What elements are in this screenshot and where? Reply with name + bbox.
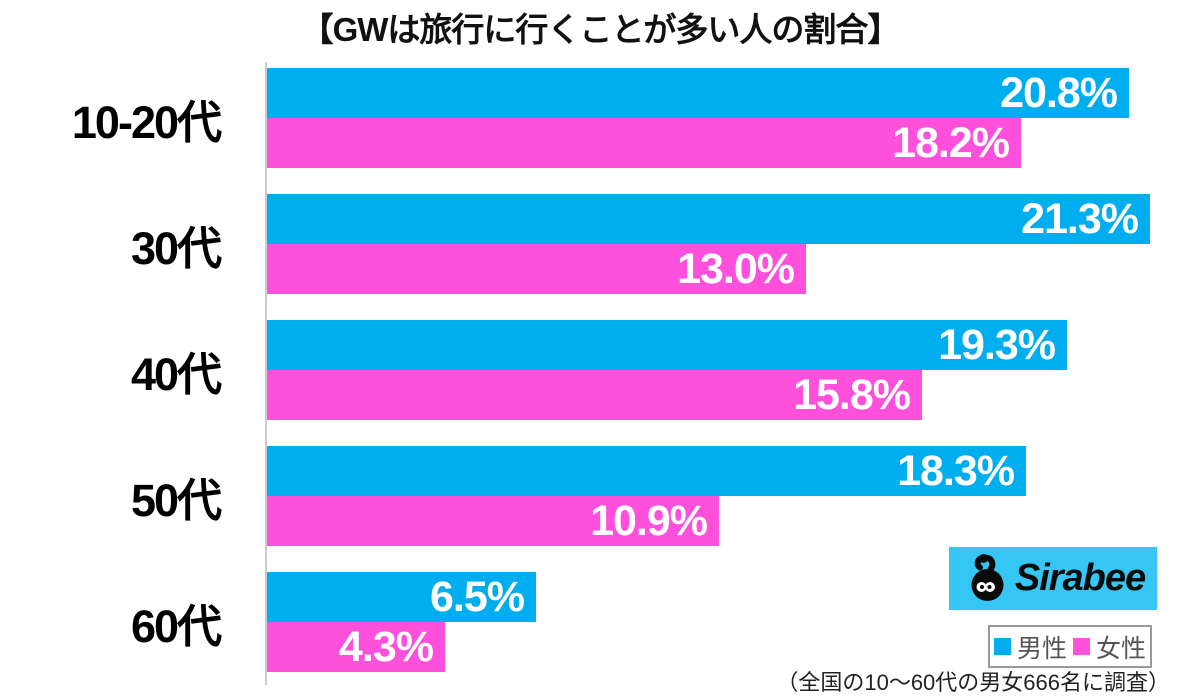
category-label: 40代 <box>130 348 222 400</box>
value-label: 18.3% <box>897 447 1015 495</box>
category-label: 30代 <box>130 222 222 274</box>
footnote: （全国の10〜60代の男女666名に調査） <box>776 670 1170 695</box>
value-label: 13.0% <box>677 245 795 293</box>
value-label: 15.8% <box>793 371 911 419</box>
value-label: 6.5% <box>429 573 525 621</box>
sirabee-logo: Sirabee <box>949 547 1157 610</box>
bar-female: 13.0% <box>267 244 806 294</box>
bar-female: 18.2% <box>267 118 1021 168</box>
legend-label-male: 男性 <box>1016 634 1067 663</box>
bar-male: 20.8% <box>267 68 1129 118</box>
bar-female: 10.9% <box>267 496 719 546</box>
y-axis-line <box>265 62 267 685</box>
value-label: 10.9% <box>590 497 708 545</box>
category-label: 10-20代 <box>71 96 222 148</box>
category-label: 60代 <box>130 600 222 652</box>
bar-male: 6.5% <box>267 572 536 622</box>
sirabee-mascot-icon <box>971 553 1004 601</box>
bar-male: 19.3% <box>267 320 1067 370</box>
legend-label-female: 女性 <box>1096 634 1147 663</box>
chart-title: 【GWは旅行に行くことが多い人の割合】 <box>300 11 901 48</box>
sirabee-logo-text: Sirabee <box>1014 557 1146 599</box>
bar-female: 15.8% <box>267 370 922 420</box>
bar-female: 4.3% <box>267 622 445 672</box>
bar-male: 18.3% <box>267 446 1026 496</box>
category-label: 50代 <box>130 474 222 526</box>
value-label: 19.3% <box>938 321 1056 369</box>
legend-swatch-female <box>1073 638 1090 655</box>
value-label: 18.2% <box>892 119 1010 167</box>
legend: 男性 女性 <box>988 625 1152 668</box>
value-label: 20.8% <box>1000 69 1118 117</box>
legend-swatch-male <box>993 638 1011 655</box>
value-label: 21.3% <box>1021 195 1139 243</box>
bar-male: 21.3% <box>267 194 1150 244</box>
plot-area: 10-20代 20.8% 18.2% 30代 21.3% 13.0% 40代 19.3% 15.… <box>0 62 1200 686</box>
value-label: 4.3% <box>338 623 434 671</box>
